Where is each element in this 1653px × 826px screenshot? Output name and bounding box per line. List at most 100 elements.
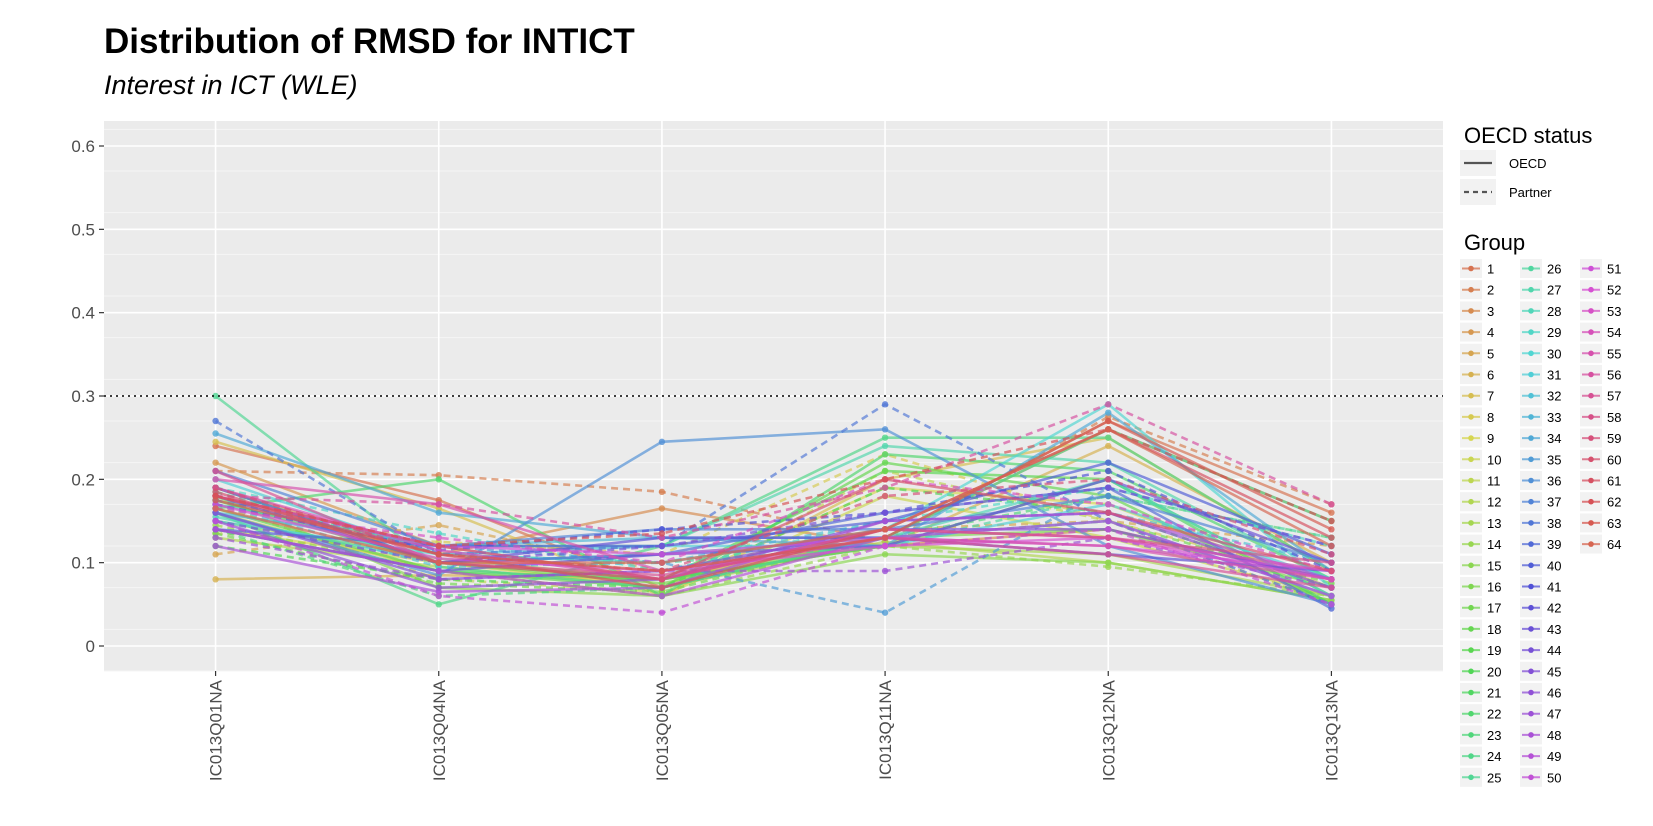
legend-group-point-key xyxy=(1588,308,1594,314)
data-point xyxy=(881,426,889,433)
legend-group-point-key xyxy=(1468,732,1474,738)
data-point xyxy=(1328,576,1335,583)
series-line-14 xyxy=(215,523,1332,598)
legend-group-label: 35 xyxy=(1547,452,1561,467)
data-point xyxy=(658,438,666,446)
data-point xyxy=(1328,501,1335,508)
legend-group-label: 61 xyxy=(1607,474,1621,489)
series-line-15 xyxy=(215,494,1332,602)
legend-group-point-key xyxy=(1468,350,1474,357)
data-point xyxy=(212,417,219,425)
data-point xyxy=(1105,409,1112,416)
legend-group-label: 49 xyxy=(1547,749,1561,764)
legend-group-label: 62 xyxy=(1607,495,1621,510)
series-line-44 xyxy=(215,486,1332,565)
data-point xyxy=(1105,434,1112,441)
x-tick-label: IC013Q13NA xyxy=(1322,679,1341,781)
legend-group-label: 36 xyxy=(1547,474,1561,489)
data-point xyxy=(1105,551,1112,558)
legend-group-point-key xyxy=(1468,520,1474,526)
data-point xyxy=(435,542,442,550)
data-point xyxy=(435,501,442,508)
data-point xyxy=(212,576,219,583)
series-line-57 xyxy=(215,469,1332,589)
series-line-22 xyxy=(215,452,1332,598)
legend-group-point-key xyxy=(1528,414,1534,420)
data-point xyxy=(212,459,219,466)
data-point xyxy=(1328,509,1335,516)
data-point xyxy=(1105,442,1112,450)
legend-group-label: 58 xyxy=(1607,410,1621,425)
legend-group-label: 19 xyxy=(1487,643,1501,658)
legend-group-label: 3 xyxy=(1487,304,1494,319)
legend-group-label: 26 xyxy=(1547,262,1561,277)
legend-group-point-key xyxy=(1528,329,1534,335)
legend-group-label: 34 xyxy=(1547,431,1561,446)
legend-group-point-key xyxy=(1588,498,1594,505)
legend-group-label: 63 xyxy=(1607,516,1621,531)
data-point xyxy=(1328,592,1335,600)
legend-group-label: 38 xyxy=(1547,516,1561,531)
legend-group-point-key xyxy=(1528,689,1534,696)
legend-group-point-key xyxy=(1588,520,1594,526)
y-tick-label: 0.4 xyxy=(71,304,95,323)
legend-group-label: 44 xyxy=(1547,643,1561,658)
data-point xyxy=(881,484,889,491)
data-point xyxy=(1328,584,1335,591)
series-line-53 xyxy=(215,477,1332,573)
legend-group-point-key xyxy=(1528,350,1534,357)
legend-oecd-status: OECD status OECD Partner xyxy=(1460,123,1592,205)
legend-group-label: 24 xyxy=(1487,749,1501,764)
data-point xyxy=(1105,542,1112,550)
legend-group-label: 2 xyxy=(1487,283,1494,298)
legend-group-label: 55 xyxy=(1607,346,1621,361)
data-point xyxy=(435,534,442,541)
legend-group-label: 64 xyxy=(1607,537,1621,552)
series-line-59 xyxy=(215,477,1332,573)
data-point xyxy=(881,526,889,533)
legend-group-label: 13 xyxy=(1487,516,1501,531)
y-tick-label: 0.6 xyxy=(71,137,95,156)
data-point xyxy=(1328,551,1335,558)
data-point xyxy=(881,467,889,475)
data-point xyxy=(881,609,889,616)
legend-group-point-key xyxy=(1468,329,1474,335)
legend-group-point-key xyxy=(1468,265,1474,272)
chart-title: Distribution of RMSD for INTICT xyxy=(104,22,635,61)
series-line-17 xyxy=(215,519,1332,594)
data-point xyxy=(212,496,219,504)
legend-group-label: 54 xyxy=(1607,325,1621,340)
chart-subtitle: Interest in ICT (WLE) xyxy=(104,70,358,100)
legend-group-label: 1 xyxy=(1487,262,1494,277)
y-tick-label: 0.1 xyxy=(71,554,95,573)
legend-group-label: 9 xyxy=(1487,431,1494,446)
legend-group-point-key xyxy=(1528,626,1534,632)
series-line-11 xyxy=(215,469,1332,606)
legend-group-point-key xyxy=(1468,308,1474,314)
data-point xyxy=(658,551,666,558)
legend-group-label: 46 xyxy=(1547,686,1561,701)
x-axis: IC013Q01NA IC013Q04NA IC013Q05NA IC013Q11NA… xyxy=(207,671,1341,781)
series-line-60 xyxy=(215,477,1332,581)
legend-group-label: 17 xyxy=(1487,601,1501,616)
data-point xyxy=(435,567,442,575)
data-point xyxy=(212,438,219,446)
data-point xyxy=(881,509,889,516)
y-axis: 0 0.1 0.2 0.3 0.4 0.5 0.6 xyxy=(71,137,104,656)
data-point xyxy=(1105,517,1112,525)
legend-group-label: 40 xyxy=(1547,558,1561,573)
data-point xyxy=(881,459,889,466)
x-tick-label: IC013Q05NA xyxy=(653,679,672,781)
legend-group-point-key xyxy=(1468,477,1474,484)
legend-group-label: 27 xyxy=(1547,283,1561,298)
legend-group-label: 29 xyxy=(1547,325,1561,340)
series-line-50 xyxy=(215,519,1332,615)
data-point xyxy=(212,476,219,483)
legend-group-point-key xyxy=(1528,732,1534,738)
legend-group-point-key xyxy=(1468,435,1474,441)
data-point xyxy=(1105,509,1112,516)
legend-group-label: 33 xyxy=(1547,410,1561,425)
legend-group-point-key xyxy=(1588,350,1594,357)
legend-group-point-key xyxy=(1528,710,1534,717)
